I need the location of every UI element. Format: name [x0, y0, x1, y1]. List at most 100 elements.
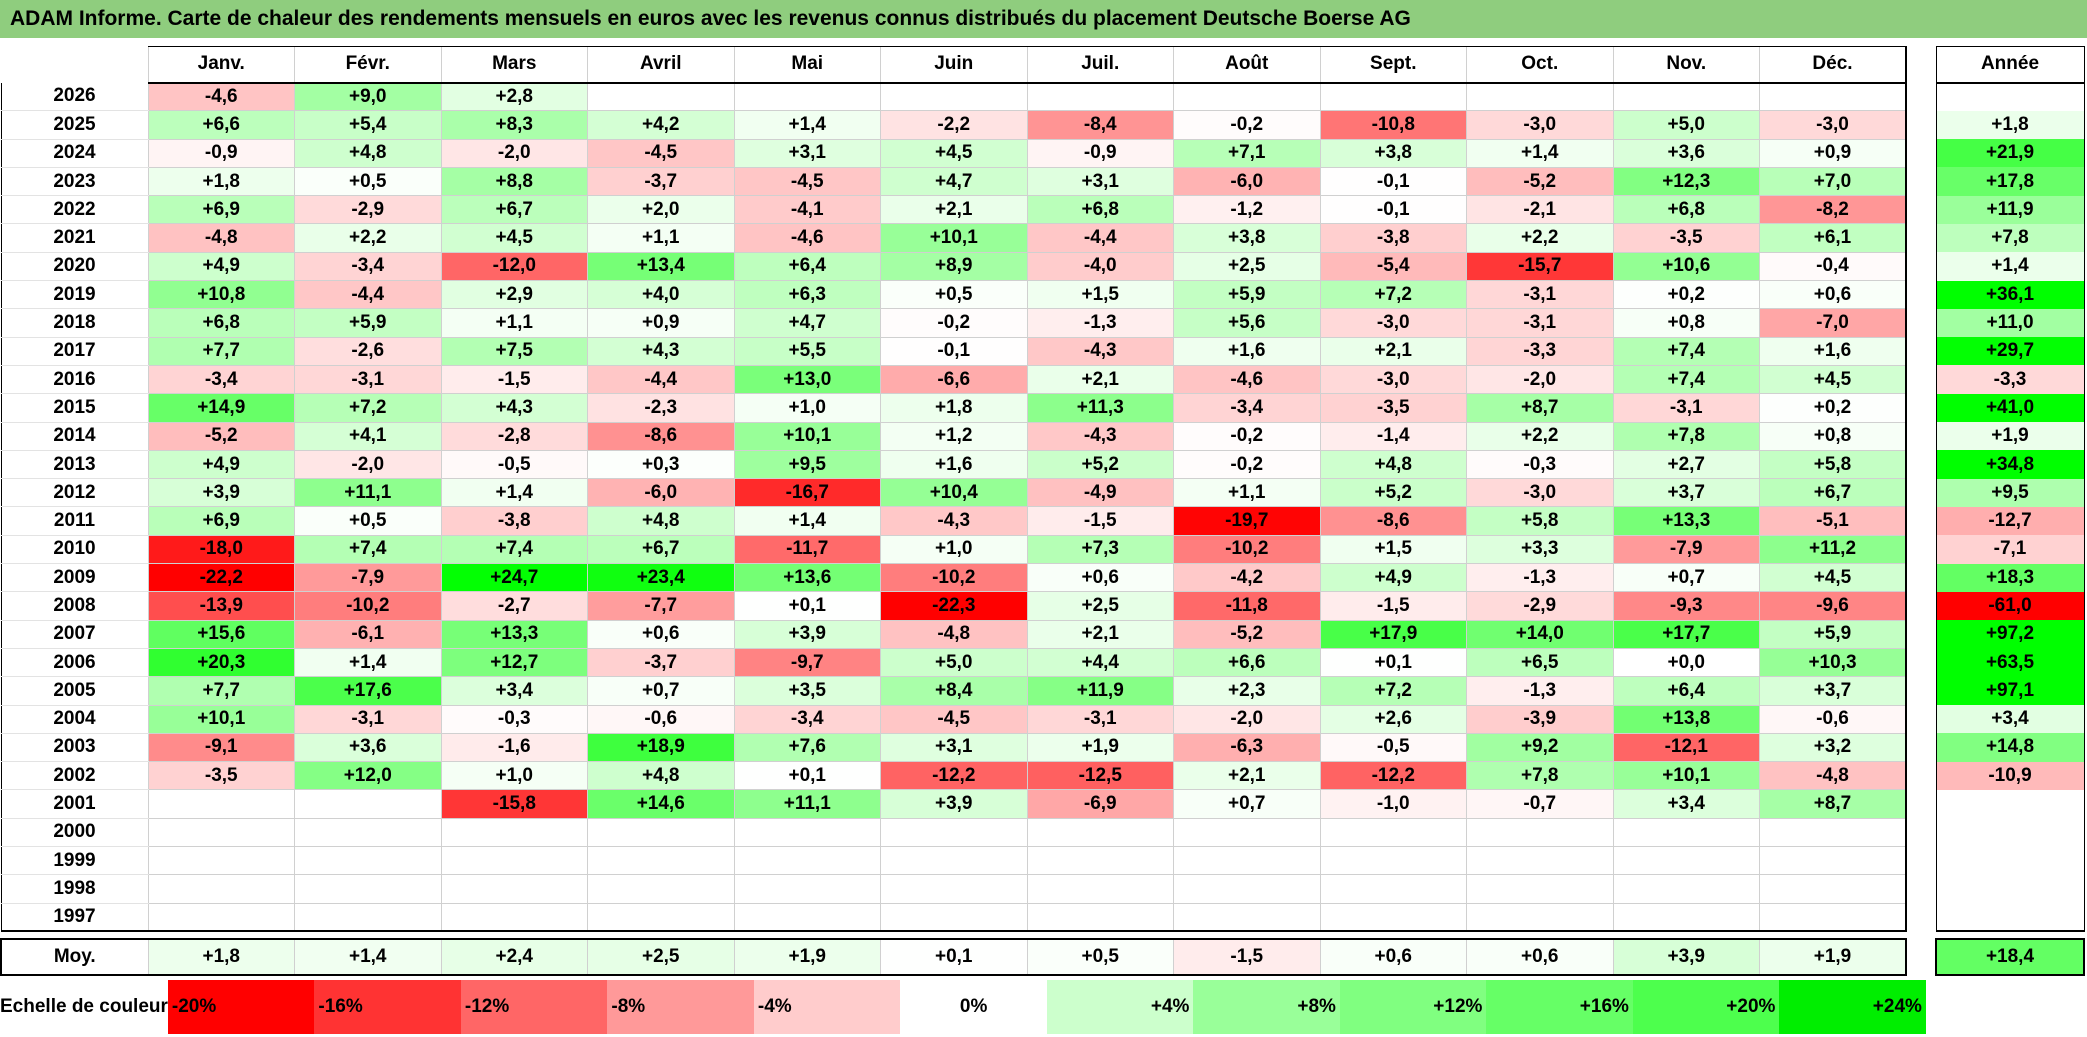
- heatmap-cell: [1612, 817, 1760, 848]
- heatmap-cell: +1,4: [440, 478, 588, 508]
- heatmap-cell: -6,0: [587, 478, 735, 508]
- heatmap-cell: +4,5: [880, 138, 1028, 168]
- heatmap-cell: -2,1: [1466, 195, 1614, 225]
- heatmap-cell: +2,5: [1173, 251, 1321, 282]
- month-header: Juil.: [1026, 46, 1174, 84]
- heatmap-cell: +0,8: [1759, 421, 1907, 451]
- heatmap-cell: +4,8: [1319, 449, 1467, 480]
- heatmap-cell: +5,0: [880, 647, 1028, 678]
- heatmap-cell: +6,7: [587, 534, 735, 565]
- heatmap-cell: -9,1: [147, 732, 295, 763]
- heatmap-cell: +9,5: [733, 449, 881, 480]
- heatmap-cell: [880, 817, 1028, 848]
- gap-cell: [1906, 167, 1936, 196]
- heatmap-cell: -3,1: [1612, 393, 1760, 423]
- heatmap-cell: [1026, 902, 1174, 933]
- heatmap-cell: -18,0: [147, 534, 295, 565]
- heatmap-cell: [294, 874, 442, 904]
- heatmap-cell: [1173, 902, 1321, 933]
- heatmap-cell: +20,3: [147, 647, 295, 678]
- year-label: 2014: [0, 422, 148, 451]
- annual-cell: [1935, 818, 2085, 847]
- heatmap-cell: +7,4: [1612, 336, 1760, 366]
- page-title: ADAM Informe. Carte de chaleur des rende…: [0, 0, 2087, 38]
- table-row: 1997: [0, 902, 2085, 933]
- gap-cell: [1906, 393, 1936, 423]
- color-scale-label: Echelle de couleur: [0, 996, 168, 1017]
- heatmap-cell: +2,1: [1026, 619, 1174, 649]
- annual-cell: +3,4: [1935, 705, 2085, 734]
- annual-cell: +97,2: [1935, 620, 2085, 649]
- heatmap-cell: -0,1: [880, 336, 1028, 366]
- year-label: 2017: [0, 337, 148, 366]
- heatmap-cell: +1,6: [1759, 336, 1907, 366]
- annual-header: Année: [1935, 46, 2085, 84]
- annual-cell: +34,8: [1935, 450, 2085, 479]
- heatmap-cell: +2,1: [1173, 761, 1321, 791]
- heatmap-cell: -12,2: [1319, 761, 1467, 791]
- color-scale-swatch: +4%: [1046, 980, 1194, 1034]
- heatmap-cell: +17,7: [1612, 619, 1760, 649]
- heatmap-cell: -7,9: [1612, 534, 1760, 565]
- heatmap-cell: +0,5: [294, 506, 442, 536]
- color-scale-swatch: +20%: [1632, 980, 1780, 1034]
- heatmap-cell: +0,1: [733, 761, 881, 791]
- heatmap-cell: -4,4: [294, 280, 442, 310]
- heatmap-cell: +0,7: [1612, 563, 1760, 593]
- gap-cell: [1906, 874, 1936, 904]
- gap-cell: [1613, 931, 1760, 940]
- heatmap-cell: [1026, 846, 1174, 876]
- heatmap-cell: -4,2: [1173, 563, 1321, 593]
- heatmap-cell: -3,8: [440, 506, 588, 536]
- heatmap-cell: +4,8: [294, 138, 442, 168]
- annual-cell: +9,5: [1935, 478, 2085, 507]
- heatmap-cell: -0,3: [1466, 449, 1614, 480]
- heatmap-cell: +2,8: [440, 81, 588, 112]
- heatmap-cell: [1612, 846, 1760, 876]
- heatmap-cell: +1,6: [880, 449, 1028, 480]
- annual-cell: +1,8: [1935, 110, 2085, 140]
- gap-cell: [1027, 931, 1174, 940]
- heatmap-cell: +6,8: [1026, 195, 1174, 225]
- heatmap-cell: -9,6: [1759, 591, 1907, 621]
- gap-cell: [1906, 563, 1936, 592]
- heatmap-cell: -1,0: [1319, 789, 1467, 819]
- table-row: 2018 +6,8 +5,9 +1,1 +0,9 +4,7 -0,2 -1,3 +5,6 -3,0…: [0, 308, 2085, 338]
- month-header: Avril: [587, 46, 734, 84]
- heatmap-cell: +12,3: [1612, 166, 1760, 197]
- color-scale-swatch: -12%: [460, 980, 608, 1034]
- year-label: 2008: [0, 591, 148, 621]
- annual-cell: +14,8: [1935, 733, 2085, 762]
- heatmap-cell: +2,3: [1173, 676, 1321, 706]
- heatmap-cell: +5,8: [1759, 449, 1907, 480]
- separator-row: [1, 931, 2084, 940]
- heatmap-cell: +0,1: [733, 591, 881, 621]
- year-label: 2019: [0, 280, 148, 310]
- gap-cell: [1906, 422, 1936, 451]
- year-label: 2013: [0, 450, 148, 480]
- heatmap-cell: [587, 874, 735, 904]
- color-scale-swatch: -16%: [314, 980, 461, 1034]
- heatmap-cell: -4,8: [1759, 761, 1907, 791]
- heatmap-cell: +7,0: [1759, 166, 1907, 197]
- heatmap-cell: +2,5: [1026, 591, 1174, 621]
- annual-cell: +11,9: [1935, 195, 2085, 224]
- month-header: Sept.: [1319, 46, 1467, 84]
- heatmap-cell: -3,1: [1466, 280, 1614, 310]
- heatmap-cell: +13,3: [440, 619, 588, 649]
- average-cell: +1,9: [733, 938, 881, 977]
- gap-cell: [1906, 82, 1936, 111]
- heatmap-cell: -0,5: [440, 449, 588, 480]
- heatmap-cell: +7,8: [1466, 761, 1614, 791]
- heatmap-cell: +11,1: [294, 478, 442, 508]
- year-label: 2005: [0, 676, 148, 706]
- heatmap-cell: +5,9: [1759, 619, 1907, 649]
- heatmap-cell: -2,9: [1466, 591, 1614, 621]
- gap-cell: [880, 931, 1027, 940]
- heatmap-cell: +6,1: [1759, 223, 1907, 253]
- heatmap-cell: +8,7: [1759, 789, 1907, 819]
- heatmap-cell: +8,3: [440, 110, 588, 140]
- average-cell: +1,4: [294, 938, 441, 977]
- heatmap-cell: [440, 874, 588, 904]
- heatmap-cell: +3,9: [880, 789, 1028, 819]
